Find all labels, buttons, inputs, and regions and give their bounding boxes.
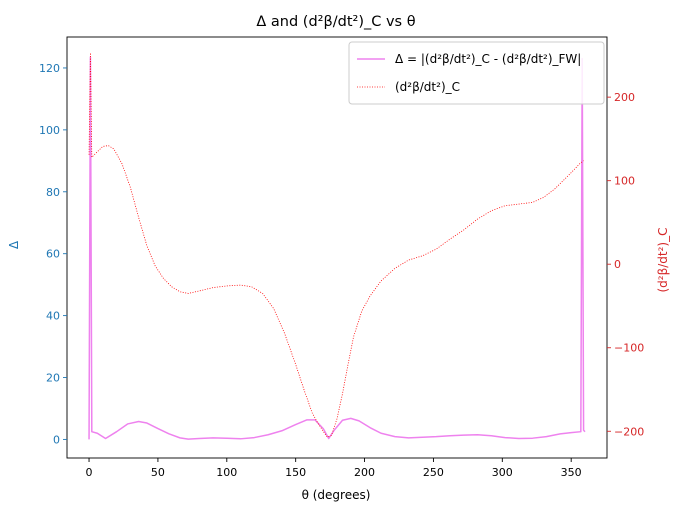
x-tick-label: 250 (423, 466, 444, 479)
x-tick-label: 350 (561, 466, 582, 479)
legend-frame (348, 41, 605, 105)
right-y-tick-label: −100 (614, 342, 644, 355)
x-axis-label: θ (degrees) (302, 488, 371, 502)
legend-label-delta: Δ = |(d²β/dt²)_C - (d²β/dt²)_FW| (395, 52, 581, 66)
left-y-tick-label: 80 (46, 186, 60, 199)
left-y-tick-label: 40 (46, 310, 60, 323)
plot-area (88, 52, 586, 440)
left-y-tick-label: 20 (46, 372, 60, 385)
x-tick-label: 200 (354, 466, 375, 479)
x-tick-label: 300 (492, 466, 513, 479)
left-y-tick-label: 60 (46, 248, 60, 261)
x-tick-label: 50 (151, 466, 165, 479)
chart-title: Δ and (d²β/dt²)_C vs θ (256, 14, 415, 30)
series-line-delta (88, 56, 586, 440)
legend: Δ = |(d²β/dt²)_C - (d²β/dt²)_FW| (d²β/dt… (348, 41, 605, 105)
x-tick-label: 0 (86, 466, 93, 479)
right-y-axis-label: (d²β/dt²)_C (656, 227, 670, 292)
left-y-tick-label: 0 (53, 433, 60, 446)
left-y-axis-label: Δ (7, 240, 21, 249)
x-tick-label: 150 (285, 466, 306, 479)
left-y-tick-label: 120 (39, 62, 60, 75)
axes: 0 50 100 150 200 250 300 350 0 20 40 60 80 100 120 −200… (39, 36, 644, 479)
right-y-tick-label: 200 (614, 91, 635, 104)
legend-label-second-derivative: (d²β/dt²)_C (395, 80, 460, 94)
right-y-tick-label: −200 (614, 425, 644, 438)
x-tick-label: 100 (216, 466, 237, 479)
right-y-tick-label: 100 (614, 175, 635, 188)
axes-frame (66, 36, 608, 459)
right-y-tick-label: 0 (614, 258, 621, 271)
left-y-tick-label: 100 (39, 124, 60, 137)
